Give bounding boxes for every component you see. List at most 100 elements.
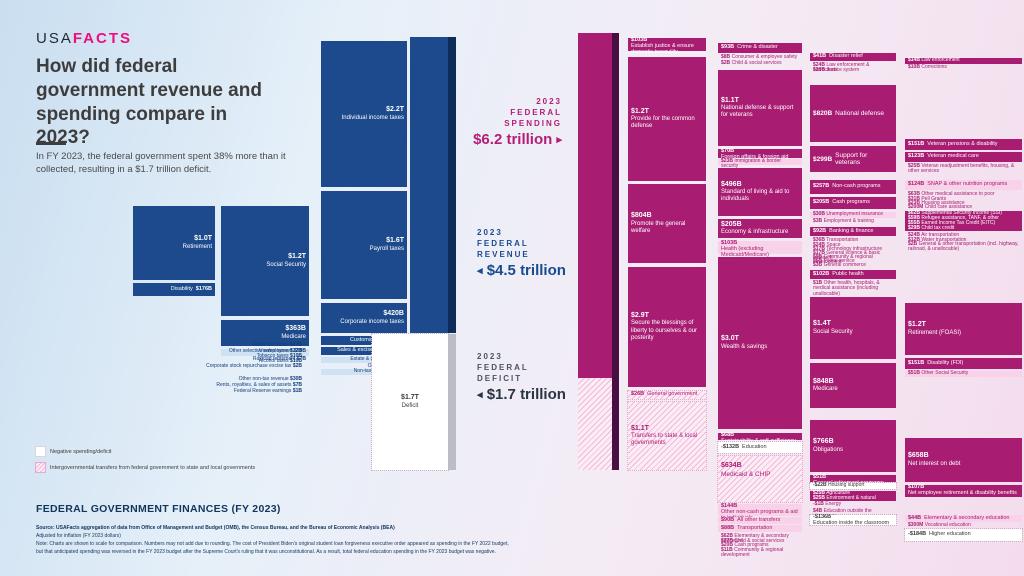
box-value: $1.2T — [908, 321, 926, 329]
box-r_disab: Disability $176B — [133, 283, 215, 296]
box-value: $55B — [908, 220, 920, 226]
box-label: Disaster relief — [829, 53, 863, 60]
box-s1_welfare: $804B Promote the general welfare — [628, 184, 706, 263]
box-r_indiv: $2.2T Individual income taxes — [321, 41, 407, 187]
box-value: $1B — [813, 280, 823, 286]
box-s3_oblig: $766B Obligations — [810, 420, 896, 472]
box-label: Education inside the classroom — [813, 519, 890, 526]
box-label: Motor fuel taxes — [253, 342, 289, 348]
box-value: $12B — [908, 237, 920, 243]
box-value: $70B — [721, 148, 735, 154]
box-s4_eitc: $55B Earned Income Tax Credit (EITC) — [905, 220, 1022, 226]
box-s1_gengov: $26B General government — [627, 390, 707, 400]
box-label: Law enforcement & corrections — [813, 62, 870, 74]
box-value: $1.4T — [813, 320, 831, 328]
box-s3_energy: -$1B Energy — [810, 501, 896, 507]
box-value: $24B — [813, 242, 825, 248]
box-label: Corporate stock repurchase excise tax — [206, 363, 292, 369]
deficit-total-label: 2023 FEDERAL DEFICIT ◂ $1.7 trillion — [477, 352, 566, 403]
box-s2_noncash: $144B Other non-cash programs & aid to i… — [718, 503, 802, 520]
box-label: Net interest on debt — [908, 460, 961, 467]
box-label: Other selective sales taxes — [228, 348, 289, 354]
box-s3_medicare: $848B Medicare — [810, 363, 896, 408]
box-s2_childsoc: $2B Child & social services — [718, 60, 802, 66]
box-label: Disability (FDI) — [927, 359, 964, 366]
box-s4_netemp: $107B Net employee retirement & disabili… — [905, 484, 1022, 497]
box-label: Transportation — [737, 524, 773, 531]
arrow-right-icon: ▸ — [556, 134, 562, 147]
box-value: $59B — [908, 215, 920, 221]
box-value: $144B — [721, 503, 738, 509]
box-label: Transportation — [826, 237, 859, 243]
box-label: Child & social services — [731, 60, 782, 66]
box-s1_justice: $103B Establish justice & ensure domesti… — [628, 37, 706, 54]
usafacts-logo: USAFACTS — [36, 30, 132, 47]
source-line: but that anticipated spending was revers… — [36, 549, 496, 555]
box-r_stock: Corporate stock repurchase excise tax $2… — [145, 363, 305, 369]
box-label: Establish justice & ensure domestic tran… — [631, 42, 694, 55]
box-label: Air transportation — [921, 232, 960, 238]
box-label: Medicaid & CHIP — [721, 470, 771, 478]
source-note: Source: USAFacts aggregation of data fro… — [36, 524, 516, 556]
box-value: $420B — [383, 310, 404, 318]
box-value: $88B — [721, 524, 735, 531]
box-label: Other non-tax revenue — [238, 376, 289, 382]
box-label: Justice system — [826, 67, 860, 73]
box-value: $68B — [721, 432, 735, 438]
box-value: $24B — [908, 232, 920, 238]
box-s2_childsoc2: $27B Child & social services — [718, 538, 802, 544]
box-label: Unemployment — [259, 348, 293, 354]
box-label: Railroad retirement — [252, 356, 296, 362]
spending-total-caption: 2023 FEDERAL SPENDING — [504, 97, 562, 128]
box-value: $848B — [813, 377, 834, 385]
box-value: $200M — [908, 204, 924, 210]
box-value: $634B — [721, 462, 742, 469]
box-s4_vetpen: $151B Veteran pensions & disability — [905, 139, 1022, 150]
box-label: Education — [742, 443, 767, 450]
box-value: $23B — [721, 158, 733, 164]
box-s2_natdef: $1.1T National defense & support for vet… — [718, 70, 802, 146]
box-value: $25B — [908, 163, 920, 169]
box-label: Cash programs — [832, 199, 870, 206]
box-s3_trans: $36B Transportation — [810, 237, 896, 243]
box-label: Immigration & border security — [721, 158, 782, 170]
box-label: Other health, hospitals, & medical assis… — [813, 280, 880, 297]
box-label: Other Social Security — [921, 370, 969, 376]
box-value: $31B — [908, 196, 920, 202]
logo-usa-text: USA — [36, 30, 73, 47]
deficit-column-side — [448, 334, 456, 470]
box-label: Social Security — [266, 261, 306, 268]
box-value: $1.2T — [288, 253, 306, 261]
box-label: Banking & finance — [829, 227, 874, 234]
box-label: Support for veterans — [835, 152, 868, 166]
box-label: Economy & infrastructure — [721, 229, 789, 236]
box-s2_elemsec: $62B Elementary & secondary education — [718, 533, 802, 544]
box-value: $2.2T — [386, 106, 404, 114]
box-value: $103B — [721, 240, 738, 246]
box-label: Medicare — [813, 386, 838, 393]
revenue-total-caption: 2023 FEDERAL REVENUE — [477, 228, 530, 259]
box-s3_eduin: -$136B Education inside the classroom — [809, 514, 897, 526]
box-label: Other medical assistance to poor — [921, 191, 995, 197]
box-s4_voc: $300M Vocational education — [905, 522, 1022, 528]
box-r_medicare: $363B Medicare — [221, 320, 309, 346]
box-s2_foreign: $70B Foreign affairs & foreign aid — [718, 148, 802, 160]
box-value: $496B — [721, 180, 742, 188]
box-s4_water: $12B Water transportation — [905, 237, 1022, 243]
box-label: Water transportation — [921, 237, 967, 243]
legend-item-transfers: Intergovernmental transfers from federal… — [35, 462, 255, 473]
box-s4_fdi: $151B Disability (FDI) — [905, 358, 1022, 369]
box-value: -$136B — [813, 514, 832, 520]
box-r_unemp: Unemployment $50B — [221, 348, 309, 356]
box-value: $4B — [813, 508, 823, 514]
box-s3_noncash: $257B Non-cash programs — [810, 180, 896, 194]
box-s2_immig: $23B Immigration & border security — [718, 158, 802, 169]
box-label: Corrections — [921, 64, 947, 70]
box-label: Refugee assistance, TANF, & other — [921, 215, 999, 221]
box-value: $658B — [908, 452, 929, 460]
box-s2_commdev: $11B Community & regional development — [718, 547, 802, 558]
box-s3_space: $24B Space — [810, 242, 896, 248]
box-value: $3B — [813, 262, 823, 268]
box-label: Net employee retirement & disability ben… — [908, 490, 1017, 497]
arrow-left-icon: ◂ — [477, 265, 483, 278]
